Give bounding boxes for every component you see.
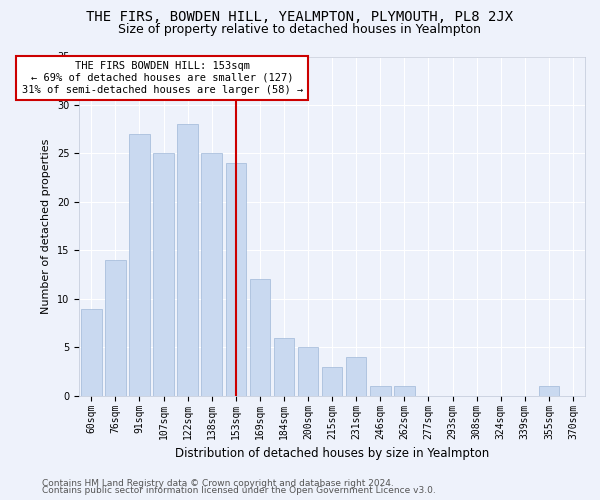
Bar — [202, 154, 222, 396]
Bar — [178, 124, 198, 396]
Y-axis label: Number of detached properties: Number of detached properties — [41, 138, 52, 314]
Bar — [226, 163, 246, 396]
Bar — [346, 357, 367, 396]
Bar — [298, 348, 318, 396]
Text: Size of property relative to detached houses in Yealmpton: Size of property relative to detached ho… — [119, 22, 482, 36]
Bar — [539, 386, 559, 396]
Bar — [274, 338, 294, 396]
Text: THE FIRS, BOWDEN HILL, YEALMPTON, PLYMOUTH, PL8 2JX: THE FIRS, BOWDEN HILL, YEALMPTON, PLYMOU… — [86, 10, 514, 24]
Bar — [105, 260, 125, 396]
Bar — [250, 280, 270, 396]
Text: Contains public sector information licensed under the Open Government Licence v3: Contains public sector information licen… — [42, 486, 436, 495]
Bar — [394, 386, 415, 396]
Bar — [322, 366, 343, 396]
Bar — [129, 134, 149, 396]
Text: THE FIRS BOWDEN HILL: 153sqm
← 69% of detached houses are smaller (127)
31% of s: THE FIRS BOWDEN HILL: 153sqm ← 69% of de… — [22, 62, 303, 94]
Bar — [153, 154, 174, 396]
Text: Contains HM Land Registry data © Crown copyright and database right 2024.: Contains HM Land Registry data © Crown c… — [42, 478, 394, 488]
X-axis label: Distribution of detached houses by size in Yealmpton: Distribution of detached houses by size … — [175, 447, 489, 460]
Bar — [81, 308, 101, 396]
Bar — [370, 386, 391, 396]
